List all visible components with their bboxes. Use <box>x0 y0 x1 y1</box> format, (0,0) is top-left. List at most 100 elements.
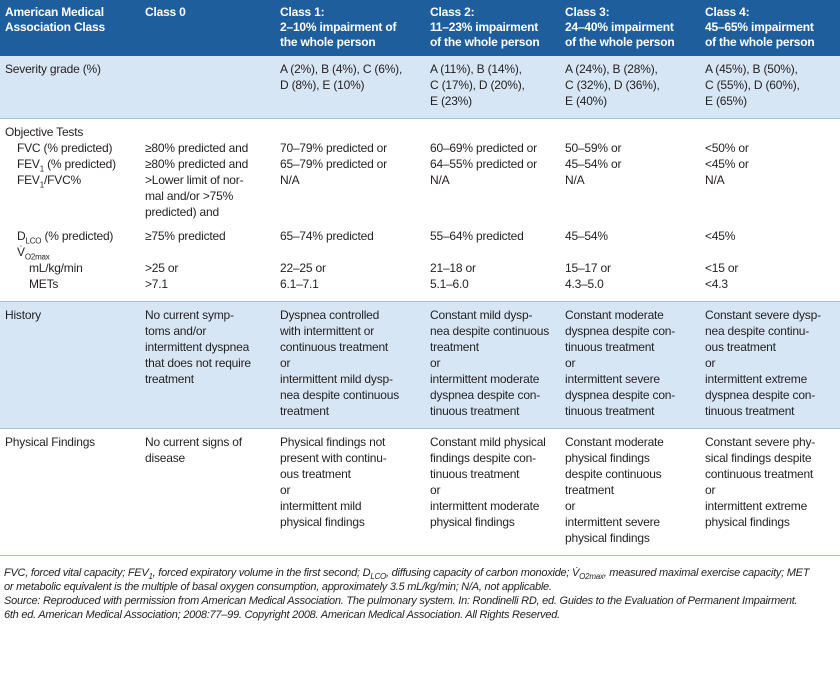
subscript: 1 <box>39 164 44 174</box>
text-line: METs <box>29 277 59 291</box>
text-line: FVC (% predicted) <box>17 140 135 156</box>
text-line: Objective Tests <box>5 125 84 139</box>
text-line: >7.1 <box>145 277 168 291</box>
text-line: tinuous treatment <box>565 404 655 418</box>
text-line: or <box>565 499 576 513</box>
cell: A (24%), B (28%), C (32%), D (36%), E (40%… <box>560 56 700 119</box>
cell: Constant moderate physical findings despit… <box>560 429 700 556</box>
text-line: 6.1–7.1 <box>280 277 319 291</box>
text-line: FVC, forced vital capacity; FEV1, forced… <box>4 566 836 582</box>
text-line: History <box>5 308 41 322</box>
text-line: 70–79% predicted or <box>280 141 387 155</box>
text-line: despite continuous <box>565 467 662 481</box>
text-line: Constant mild physical <box>430 435 546 449</box>
table-row: Objective Tests <box>0 119 840 141</box>
row-label: FEV1 (% predicted) <box>0 156 140 174</box>
cell <box>140 119 840 141</box>
text-line: continuous treatment <box>280 340 389 354</box>
cell: <45% or <box>700 156 840 172</box>
subscript: O2max <box>24 252 50 262</box>
text-line: tinuous treatment <box>705 404 795 418</box>
text-line: mL/kg/min <box>29 261 83 275</box>
row-label: V̇O2max <box>0 244 140 262</box>
text-line: ≥80% predicted and <box>145 141 249 155</box>
header-cell: Class 0 <box>140 0 275 56</box>
table-row: FEV1 (% predicted) ≥80% predicted and 65–7… <box>0 156 840 174</box>
table-row: DLCO (% predicted) ≥75% predicted 65–74% p… <box>0 228 840 246</box>
cell: <50% or <box>700 140 840 156</box>
cell: No current symp-toms and/or intermittent … <box>140 301 275 429</box>
text-line: 4.3–5.0 <box>565 277 604 291</box>
text-line: 50–59% or <box>565 141 622 155</box>
cell: N/A <box>425 172 560 228</box>
text-run: , forced expiratory volume in the first … <box>152 567 371 579</box>
text-line: ≥80% predicted and <box>145 157 249 171</box>
cell: 55–64% predicted <box>425 228 560 244</box>
text-line: Class 1: <box>280 5 325 19</box>
text-line: 11–23% impairment <box>430 20 538 34</box>
text-line: treatment <box>145 372 194 386</box>
text-line: or metabolic equivalent is the multiple … <box>4 580 836 594</box>
table-row: V̇O2max <box>0 244 840 262</box>
text-line: intermittent severe <box>565 372 660 386</box>
cell: >Lower limit of nor-mal and/or >75% predi… <box>140 172 275 228</box>
cell: Constant mild dysp-nea despite continuou… <box>425 301 560 429</box>
text-run: or metabolic equivalent is the multiple … <box>4 581 552 593</box>
text-line: American Medical <box>5 5 104 19</box>
text-line: of the whole person <box>705 35 815 49</box>
cell: 60–69% predicted or <box>425 140 560 156</box>
text-line: dyspnea despite con- <box>430 388 541 402</box>
text-line: or <box>705 483 716 497</box>
text-line: A (2%), B (4%), C (6%), <box>280 62 403 76</box>
text-line: with intermittent or <box>280 324 375 338</box>
text-line: predicted) and <box>145 205 219 219</box>
cell <box>140 56 275 119</box>
text-line: or <box>280 483 291 497</box>
text-line: physical findings <box>565 451 650 465</box>
text-line: physical findings <box>705 515 790 529</box>
cell: No current signs of disease <box>140 429 275 556</box>
text-line: Class 0 <box>145 5 186 19</box>
text-line: Physical Findings <box>5 435 95 449</box>
text-line: <45% <box>705 229 736 243</box>
text-run: Source: Reproduced with permission from … <box>4 595 798 607</box>
subscript: O2max <box>579 572 604 582</box>
text-line: 64–55% predicted or <box>430 157 537 171</box>
text-line: A (45%), B (50%), <box>705 62 798 76</box>
text-line: nea despite continuous <box>430 324 550 338</box>
text-line: Class 2: <box>430 5 475 19</box>
subscript: LCO <box>25 236 42 246</box>
text-line: physical findings <box>430 515 515 529</box>
text-line: 55–64% predicted <box>430 229 524 243</box>
cell: 45–54% <box>560 228 700 244</box>
text-line: Association Class <box>5 20 105 34</box>
text-line: FEV1 (% predicted) <box>17 156 135 174</box>
text-run: , measured maximal exercise capacity; ME… <box>603 567 810 579</box>
row-label: Severity grade (%) <box>0 56 140 119</box>
cell: Physical findings not present with contin… <box>275 429 425 556</box>
text-line: Class 4: <box>705 5 750 19</box>
text-line: findings despite con- <box>430 451 536 465</box>
text-line: C (17%), D (20%), <box>430 78 525 92</box>
text-line: E (23%) <box>430 94 472 108</box>
header-cell: American Medical Association Class <box>0 0 140 56</box>
row-label: DLCO (% predicted) <box>0 228 140 246</box>
text-line: A (24%), B (28%), <box>565 62 658 76</box>
table-row: Severity grade (%) A (2%), B (4%), C (6%)… <box>0 56 840 119</box>
text-line: intermittent dyspnea <box>145 340 250 354</box>
text-line: Constant severe phy- <box>705 435 816 449</box>
text-line: dyspnea despite con- <box>565 324 676 338</box>
cell: 22–25 or 6.1–7.1 <box>275 260 425 302</box>
cell: 21–18 or 5.1–6.0 <box>425 260 560 302</box>
text-line: 2–10% impairment of <box>280 20 397 34</box>
text-line: intermittent mild dysp- <box>280 372 393 386</box>
text-line: No current signs of <box>145 435 242 449</box>
text-run: D <box>17 229 26 243</box>
cell: 50–59% or <box>560 140 700 156</box>
text-run: FVC, forced vital capacity; FEV <box>4 567 149 579</box>
text-run: FVC (% predicted) <box>17 141 113 155</box>
text-line: or <box>280 356 291 370</box>
cell: 64–55% predicted or <box>425 156 560 172</box>
subscript: 1 <box>148 572 153 582</box>
cell: Constant moderate dyspnea despite con-tin… <box>560 301 700 429</box>
